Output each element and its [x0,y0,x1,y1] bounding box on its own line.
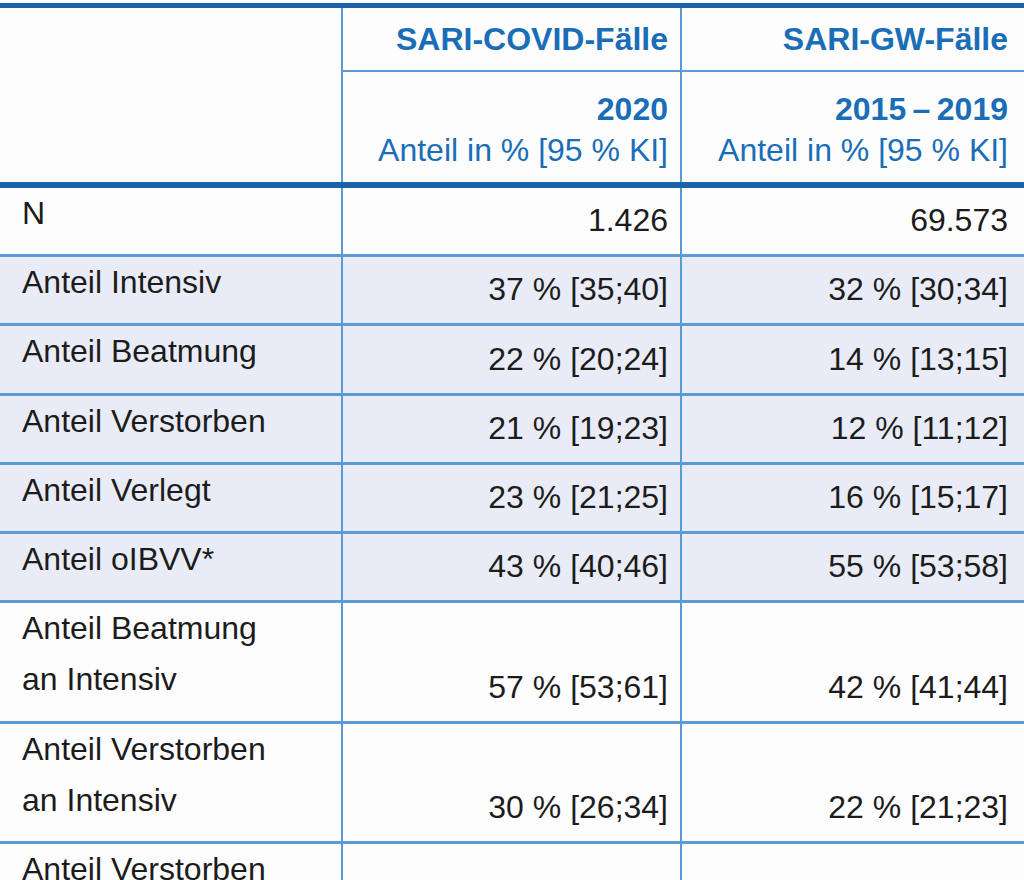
covid-value-cell: 23 % [21;25] [342,463,681,532]
covid-value-cell: 30 % [26;34] [342,722,681,842]
row-label: Anteil oIBVV* [0,532,342,601]
table-row-anteil-beatmung: Anteil Beatmung 22 % [20;24] 14 % [13;15… [0,325,1024,394]
row-label: Anteil Beatmung [0,325,342,394]
column-header-sari-covid: SARI-COVID-Fälle [342,6,681,72]
covid-value-cell: 37 % [35;40] [342,256,681,325]
gw-value-cell: 14 % [13;15] [681,325,1024,394]
column-header-sari-gw: SARI-GW-Fälle [681,6,1024,72]
table-row-anteil-verlegt: Anteil Verlegt 23 % [21;25] 16 % [15;17] [0,463,1024,532]
gw-value-cell: 69.573 [681,185,1024,256]
gw-value-cell: 22 % [21;23] [681,722,1024,842]
gw-value-cell: 12 % [11;12] [681,394,1024,463]
gw-value-cell: 32 % [30;34] [681,256,1024,325]
table-row-verstorben-an-intensiv: Anteil Verstorben an Intensiv 30 % [26;3… [0,722,1024,842]
row-label: Anteil Verlegt [0,463,342,532]
table-header: SARI-COVID-Fälle SARI-GW-Fälle 2020 Ante… [0,6,1024,186]
period-label-2020: 2020 [343,89,668,131]
row-label: N [0,185,342,256]
sub-header-row: 2020 Anteil in % [95 % KI] 2015 – 2019 A… [0,71,1024,185]
sub-header-empty-cell [0,71,342,185]
corner-cell [0,6,342,72]
sub-header-covid: 2020 Anteil in % [95 % KI] [342,71,681,185]
sub-header-gw: 2015 – 2019 Anteil in % [95 % KI] [681,71,1024,185]
covid-value-cell: 57 % [53;61] [342,602,681,722]
covid-value-cell: 22 % [20;24] [342,325,681,394]
table-row-beatmung-an-intensiv: Anteil Beatmung an Intensiv 57 % [53;61]… [0,602,1024,722]
row-label: Anteil Intensiv [0,256,342,325]
gw-value-cell: 55 % [53;58] [681,532,1024,601]
row-label: Anteil Verstorben [0,394,342,463]
covid-value-cell: 36 % [31;42] [342,842,681,880]
gw-value-cell: 16 % [15;17] [681,463,1024,532]
gw-value-cell: 34 % [32;35] [681,842,1024,880]
table-row-verstorben-an-beatmung: Anteil Verstorben an Beatmung 36 % [31;4… [0,842,1024,880]
row-label: Anteil Beatmung an Intensiv [0,602,342,722]
table-body: N 1.426 69.573 Anteil Intensiv 37 % [35;… [0,185,1024,880]
period-label-2015-2019: 2015 – 2019 [682,89,1008,131]
covid-value-cell: 21 % [19;23] [342,394,681,463]
row-label: Anteil Verstorben an Intensiv [0,722,342,842]
covid-value-cell: 1.426 [342,185,681,256]
covid-value-cell: 43 % [40;46] [342,532,681,601]
column-group-header-row: SARI-COVID-Fälle SARI-GW-Fälle [0,6,1024,72]
measure-label-gw: Anteil in % [95 % KI] [682,130,1008,172]
sari-comparison-table: SARI-COVID-Fälle SARI-GW-Fälle 2020 Ante… [0,3,1024,880]
table-row-n: N 1.426 69.573 [0,185,1024,256]
row-label: Anteil Verstorben an Beatmung [0,842,342,880]
table-row-anteil-intensiv: Anteil Intensiv 37 % [35;40] 32 % [30;34… [0,256,1024,325]
measure-label-covid: Anteil in % [95 % KI] [343,130,668,172]
table-row-anteil-oibvv: Anteil oIBVV* 43 % [40;46] 55 % [53;58] [0,532,1024,601]
gw-value-cell: 42 % [41;44] [681,602,1024,722]
table-row-anteil-verstorben: Anteil Verstorben 21 % [19;23] 12 % [11;… [0,394,1024,463]
